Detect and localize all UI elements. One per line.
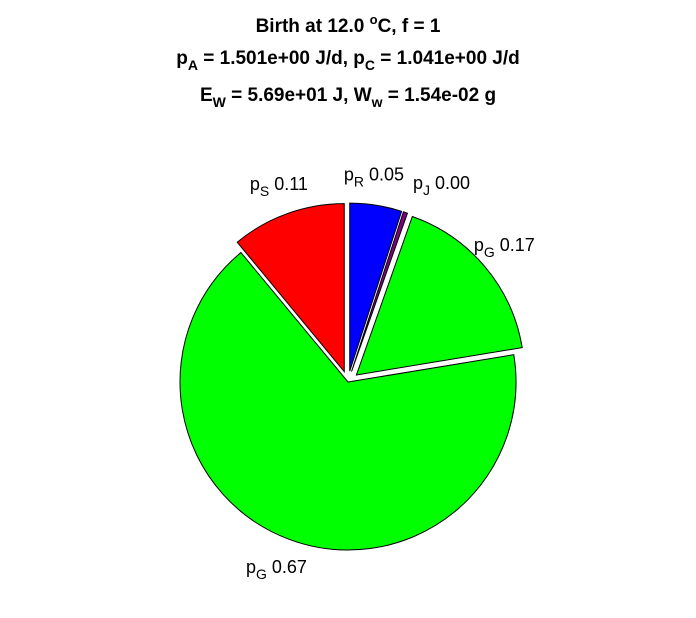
chart-title: Birth at 12.0 oC, f = 1 pA = 1.501e+00 J… bbox=[176, 12, 520, 110]
pie-slice-pJ-1 bbox=[351, 211, 409, 372]
pie-slices bbox=[179, 202, 523, 551]
slice-label-pJ-1: pJ 0.00 bbox=[413, 173, 470, 198]
slice-label-pS-4: pS 0.11 bbox=[250, 174, 308, 199]
pie-labels: pR 0.05 pJ 0.00 pG 0.17 pG 0.67 pS 0.11 bbox=[246, 165, 535, 583]
pie-slice-pG-3 bbox=[179, 251, 517, 551]
pie-slice-pS-4 bbox=[236, 203, 345, 374]
pie-slice-pG-2 bbox=[355, 215, 523, 376]
slice-label-pG-2: pG 0.17 bbox=[474, 235, 535, 260]
slice-label-pG-3: pG 0.67 bbox=[246, 557, 307, 582]
slice-label-pR-0: pR 0.05 bbox=[344, 165, 404, 190]
title-line-2: pA = 1.501e+00 J/d, pC = 1.041e+00 J/d bbox=[176, 48, 520, 73]
pie-slice-pR-0 bbox=[349, 202, 403, 372]
title-line-3: EW = 5.69e+01 J, Ww = 1.54e-02 g bbox=[200, 85, 496, 110]
title-line-1: Birth at 12.0 oC, f = 1 bbox=[256, 12, 441, 37]
